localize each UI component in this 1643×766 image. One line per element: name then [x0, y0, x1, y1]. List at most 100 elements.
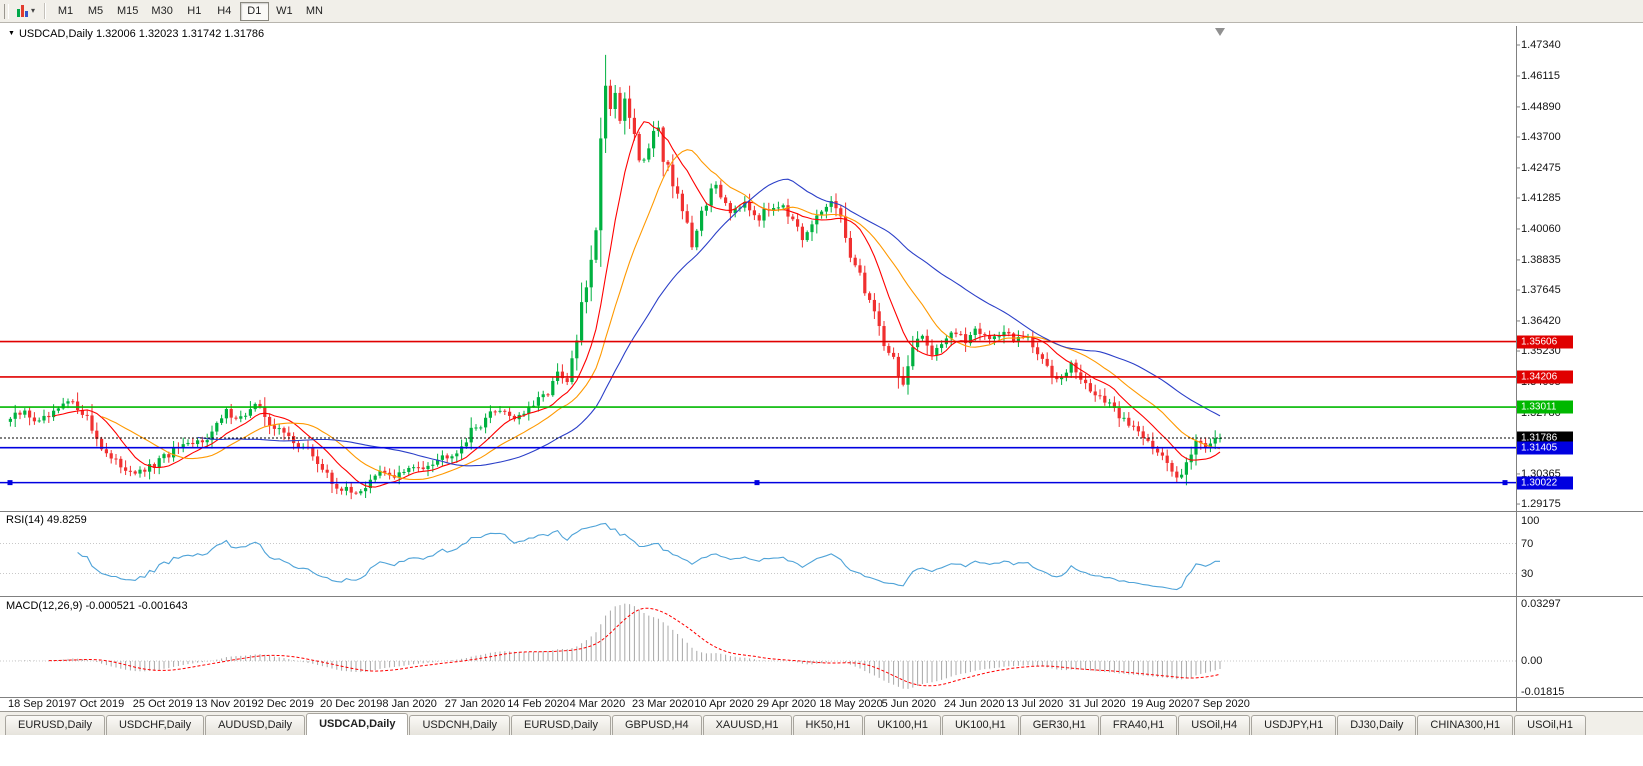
- candle-body: [186, 442, 190, 445]
- candle-body: [935, 347, 939, 355]
- candle-body: [1213, 438, 1217, 444]
- chart-tab-USDJPY-H1[interactable]: USDJPY,H1: [1251, 715, 1337, 735]
- candle-body: [248, 409, 252, 416]
- toolbar-grip[interactable]: [4, 3, 9, 19]
- candle-body: [920, 335, 924, 339]
- candle-body: [877, 311, 881, 327]
- rsi-line: [77, 522, 1220, 591]
- candle-body: [733, 208, 737, 214]
- candle-body: [724, 197, 728, 204]
- date-label: 23 Mar 2020: [632, 698, 694, 710]
- chart-tab-DJ30-Daily[interactable]: DJ30,Daily: [1337, 715, 1417, 735]
- chart-tab-XAUUSD-H1[interactable]: XAUUSD,H1: [702, 715, 792, 735]
- timeframe-button-M30[interactable]: M30: [151, 4, 173, 17]
- timeframe-button-M1[interactable]: M1: [57, 4, 74, 17]
- candle-body: [604, 85, 608, 139]
- timeframe-button-D1[interactable]: D1: [239, 1, 269, 21]
- timeframe-button-M15[interactable]: M15: [117, 4, 139, 17]
- candle-body: [455, 453, 459, 457]
- candle-body: [220, 418, 224, 423]
- candle-body: [1088, 383, 1092, 392]
- chart-tab-GBPUSD-H4[interactable]: GBPUSD,H4: [612, 715, 702, 735]
- candle-body: [66, 401, 70, 404]
- candle-body: [916, 338, 920, 348]
- candle-body: [474, 427, 478, 429]
- price-axis-tick: 1.43700: [1521, 130, 1561, 143]
- chart-tab-UK100-H1[interactable]: UK100,H1: [941, 715, 1019, 735]
- chart-tab-UK100-H1[interactable]: UK100,H1: [864, 715, 941, 735]
- chart-shift-marker-icon[interactable]: [1215, 28, 1225, 36]
- chart-tab-USOil-H1[interactable]: USOil,H1: [1514, 715, 1586, 735]
- candle-body: [320, 463, 324, 470]
- hline-handle[interactable]: [7, 480, 13, 486]
- symbol-dropdown-icon[interactable]: ▼: [8, 30, 15, 37]
- candle-body: [652, 130, 656, 149]
- candle-body: [896, 356, 900, 376]
- candle-body: [292, 436, 296, 444]
- candle-body: [1160, 452, 1164, 456]
- candle-body: [287, 432, 291, 437]
- chart-tab-USDCHF-Daily[interactable]: USDCHF,Daily: [105, 715, 205, 735]
- candle-body: [234, 417, 238, 419]
- candle-body: [76, 401, 80, 410]
- hline-handle[interactable]: [754, 480, 760, 486]
- date-label: 13 Jul 2020: [1006, 698, 1064, 710]
- candle-body: [906, 366, 910, 385]
- timeframe-button-W1[interactable]: W1: [276, 4, 293, 17]
- candle-body: [268, 416, 272, 426]
- chart-tab-USDCAD-Daily[interactable]: USDCAD,Daily: [306, 713, 409, 735]
- chart-tab-FRA40-H1[interactable]: FRA40,H1: [1099, 715, 1178, 735]
- candle-body: [277, 428, 281, 430]
- date-label: 29 Apr 2020: [756, 698, 817, 710]
- price-axis-tick: 1.42475: [1521, 161, 1561, 174]
- candle-body: [781, 205, 785, 208]
- timeframe-button-M5[interactable]: M5: [87, 4, 104, 17]
- ma-mid-line: [101, 149, 1221, 481]
- candle-body: [872, 299, 876, 312]
- candle-body: [440, 455, 444, 460]
- chart-tab-HK50-H1[interactable]: HK50,H1: [792, 715, 864, 735]
- chart-tab-CHINA300-H1[interactable]: CHINA300,H1: [1417, 715, 1514, 735]
- candle-body: [575, 340, 579, 359]
- hline-handle[interactable]: [1502, 480, 1508, 486]
- candle-body: [330, 472, 334, 484]
- candle-body: [532, 405, 536, 407]
- candle-body: [460, 446, 464, 454]
- candle-body: [1189, 454, 1193, 463]
- candle-body: [820, 211, 824, 216]
- candle-body: [882, 326, 886, 347]
- candle-body: [642, 159, 646, 161]
- candle-body: [479, 427, 483, 429]
- candle-body: [1079, 372, 1083, 380]
- chart-tab-USDCNH-Daily[interactable]: USDCNH,Daily: [409, 715, 511, 735]
- macd-axis-label: -0.01815: [1521, 686, 1565, 699]
- candle-body: [560, 371, 564, 379]
- chart-tab-AUDUSD-Daily[interactable]: AUDUSD,Daily: [205, 715, 306, 735]
- candle-body: [1069, 362, 1073, 373]
- candle-body: [858, 265, 862, 273]
- date-label: 31 Jul 2020: [1068, 698, 1126, 710]
- chart-tab-USOil-H4[interactable]: USOil,H4: [1178, 715, 1251, 735]
- price-axis-tick: 1.37645: [1521, 283, 1561, 296]
- timeframe-button-H4[interactable]: H4: [217, 4, 232, 17]
- chart-tab-EURUSD-Daily[interactable]: EURUSD,Daily: [5, 715, 105, 735]
- candle-body: [104, 449, 108, 454]
- timeframe-button-H1[interactable]: H1: [187, 4, 202, 17]
- candle-body: [28, 410, 32, 418]
- toolbar-separator: [44, 3, 47, 19]
- chart-tab-GER30-H1[interactable]: GER30,H1: [1019, 715, 1099, 735]
- price-axis-tick: 1.36420: [1521, 314, 1561, 327]
- rsi-axis-label: 30: [1521, 567, 1534, 580]
- candle-body: [368, 479, 372, 489]
- candle-body: [426, 465, 430, 470]
- price-axis-tick: 1.44890: [1521, 100, 1561, 113]
- candle-body: [133, 471, 137, 474]
- chart-tab-EURUSD-Daily[interactable]: EURUSD,Daily: [511, 715, 611, 735]
- candle-body: [1156, 448, 1160, 453]
- chart-type-button[interactable]: ▾: [13, 1, 39, 22]
- timeframe-button-MN[interactable]: MN: [305, 4, 323, 17]
- candle-body: [37, 420, 41, 422]
- candle-body: [311, 448, 315, 457]
- candle-body: [1036, 347, 1040, 355]
